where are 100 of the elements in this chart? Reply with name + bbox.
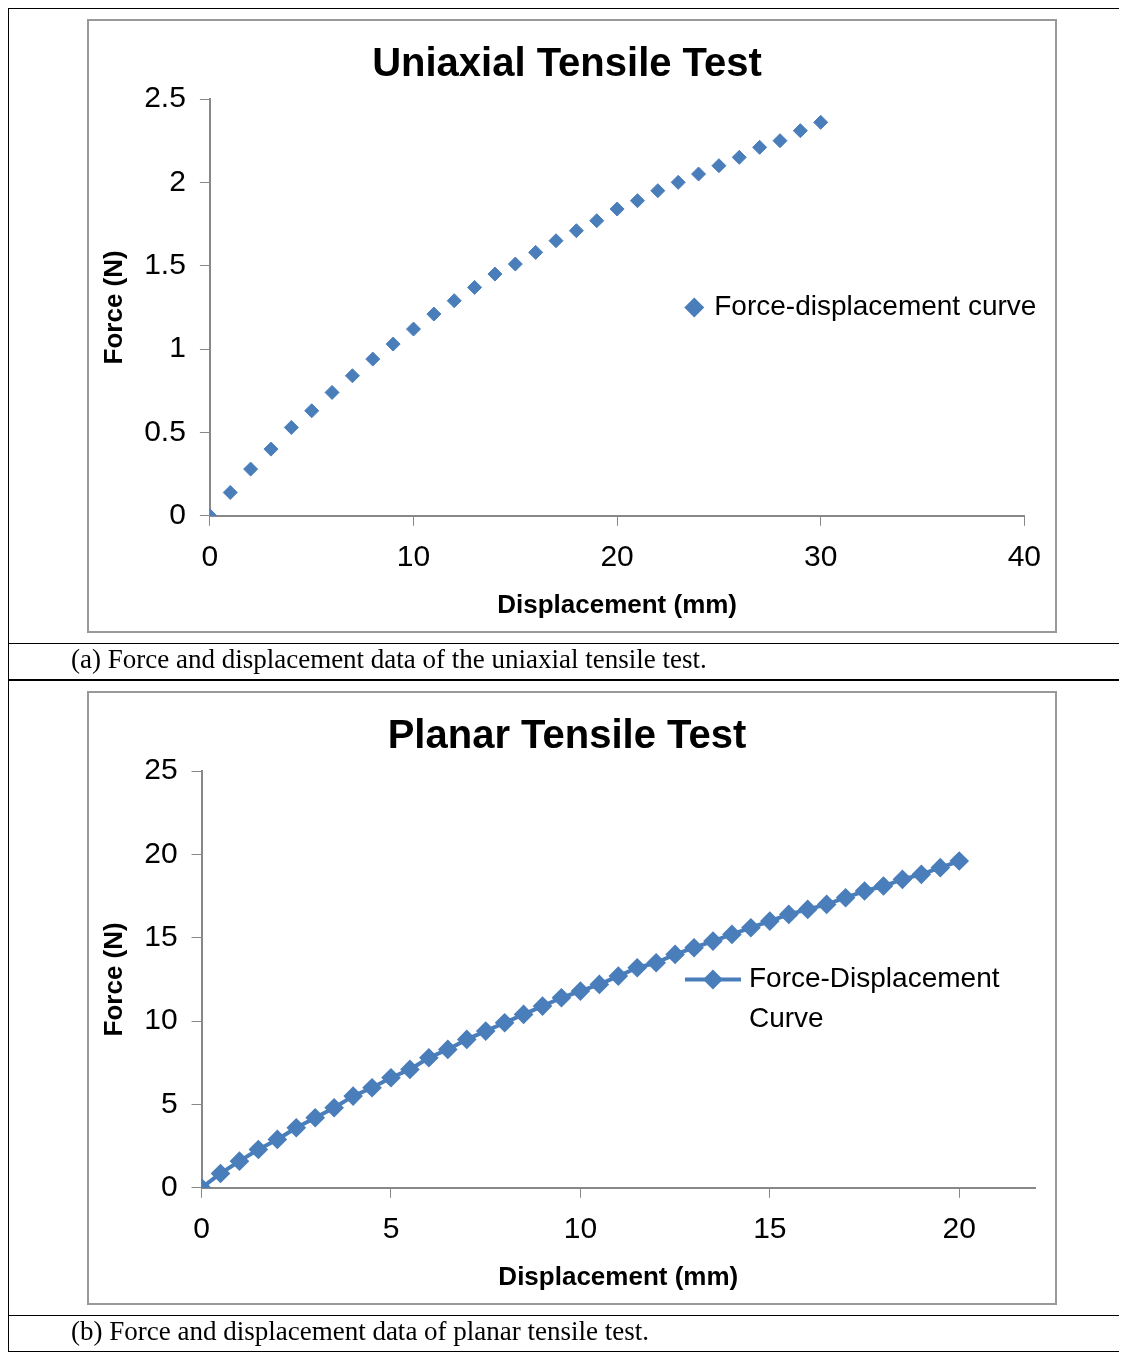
point bbox=[722, 925, 741, 944]
point bbox=[772, 133, 788, 149]
point bbox=[571, 982, 590, 1001]
point bbox=[798, 900, 817, 919]
y-tick-label: 0 bbox=[160, 1169, 178, 1203]
y-tick-label: 20 bbox=[144, 835, 178, 869]
point bbox=[324, 384, 340, 400]
point bbox=[283, 419, 299, 435]
point bbox=[426, 306, 442, 322]
point bbox=[287, 1118, 306, 1137]
point bbox=[222, 484, 238, 500]
point bbox=[817, 895, 836, 914]
chart-title: Uniaxial Tensile Test bbox=[372, 40, 762, 85]
chart-title: Planar Tensile Test bbox=[387, 712, 747, 757]
point bbox=[476, 1022, 495, 1041]
point bbox=[950, 852, 969, 871]
point bbox=[363, 1078, 382, 1097]
x-axis-title: Displacement (mm) bbox=[497, 588, 738, 619]
point bbox=[741, 918, 760, 937]
point bbox=[912, 865, 931, 884]
point bbox=[647, 953, 666, 972]
point bbox=[670, 174, 686, 190]
point bbox=[568, 223, 584, 239]
x-tick-label: 0 bbox=[193, 1211, 210, 1245]
point bbox=[381, 1068, 400, 1087]
x-axis-title: Displacement (mm) bbox=[498, 1260, 739, 1291]
point bbox=[344, 1087, 363, 1106]
point bbox=[590, 975, 609, 994]
point bbox=[752, 139, 768, 155]
point bbox=[406, 321, 422, 337]
x-tick-label: 20 bbox=[942, 1211, 976, 1245]
x-tick-label: 30 bbox=[804, 539, 838, 573]
y-axis-title: Force (N) bbox=[97, 922, 128, 1037]
point bbox=[385, 336, 401, 352]
point bbox=[263, 441, 279, 457]
y-tick-label: 25 bbox=[144, 752, 178, 786]
point bbox=[243, 461, 259, 477]
point bbox=[495, 1013, 514, 1032]
point bbox=[893, 870, 912, 889]
point bbox=[400, 1060, 419, 1079]
point bbox=[552, 988, 571, 1007]
point bbox=[731, 149, 747, 165]
x-tick-label: 10 bbox=[396, 539, 431, 573]
point bbox=[760, 912, 779, 931]
point bbox=[836, 888, 855, 907]
point bbox=[528, 244, 544, 260]
point bbox=[779, 905, 798, 924]
text: (b) Force and displacement data of planar tensile test. bbox=[9, 1315, 1119, 1351]
point bbox=[666, 945, 685, 964]
point bbox=[685, 938, 704, 957]
point bbox=[507, 256, 523, 272]
point bbox=[855, 882, 874, 901]
point bbox=[874, 877, 893, 896]
x-tick-label: 0 bbox=[201, 539, 219, 573]
x-tick-label: 20 bbox=[600, 539, 634, 573]
point bbox=[609, 967, 628, 986]
point bbox=[629, 193, 645, 209]
point bbox=[514, 1005, 533, 1024]
point bbox=[628, 958, 647, 977]
point bbox=[211, 1164, 230, 1183]
y-tick-label: 0 bbox=[169, 497, 186, 531]
point bbox=[344, 368, 360, 384]
y-axis-title: Force (N) bbox=[97, 250, 128, 365]
point bbox=[792, 123, 808, 139]
x-tick-label: 40 bbox=[1007, 539, 1041, 573]
y-tick-label: 2 bbox=[169, 163, 186, 197]
y-tick-label: 5 bbox=[160, 1085, 178, 1119]
point bbox=[703, 932, 722, 951]
point bbox=[650, 183, 666, 199]
point bbox=[931, 858, 950, 877]
y-tick-label: 0.5 bbox=[144, 413, 186, 447]
point bbox=[548, 233, 564, 249]
y-tick-label: 15 bbox=[144, 918, 178, 952]
x-tick-label: 10 bbox=[563, 1211, 598, 1245]
point bbox=[365, 351, 381, 367]
legend-label: Force-displacement curve bbox=[714, 290, 1037, 322]
point bbox=[609, 201, 625, 217]
point bbox=[306, 1108, 325, 1127]
point bbox=[813, 114, 829, 130]
y-tick-label: 2.5 bbox=[144, 80, 186, 114]
x-tick-label: 15 bbox=[753, 1211, 787, 1245]
point bbox=[419, 1048, 438, 1067]
y-tick-label: 10 bbox=[144, 1002, 178, 1036]
text: (a) Force and displacement data of the uniaxial tensile test. bbox=[9, 643, 1119, 679]
y-tick-label: 1 bbox=[169, 330, 186, 364]
point bbox=[487, 266, 503, 282]
point bbox=[304, 403, 320, 419]
point bbox=[457, 1030, 476, 1049]
point bbox=[438, 1040, 457, 1059]
point bbox=[691, 166, 707, 182]
point bbox=[533, 997, 552, 1016]
point bbox=[711, 158, 727, 174]
point bbox=[230, 1152, 249, 1171]
point bbox=[268, 1130, 287, 1149]
x-tick-label: 5 bbox=[382, 1211, 400, 1245]
point bbox=[325, 1098, 344, 1117]
legend-label: Force-Displacement Curve bbox=[748, 962, 1000, 1034]
y-tick-label: 1.5 bbox=[144, 246, 186, 280]
point bbox=[249, 1140, 268, 1159]
point bbox=[467, 279, 483, 295]
